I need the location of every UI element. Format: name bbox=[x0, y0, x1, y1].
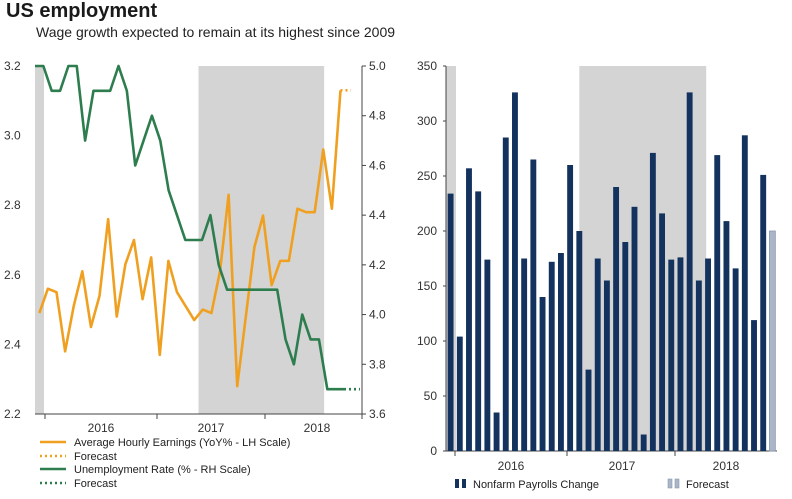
payroll-bar bbox=[548, 261, 555, 451]
payroll-bar bbox=[530, 159, 537, 451]
payroll-bar bbox=[622, 242, 629, 451]
legend-payrolls-swatch bbox=[462, 479, 466, 488]
payroll-bar bbox=[447, 193, 454, 451]
y-tick-label: 100 bbox=[417, 334, 437, 348]
shaded-period-0 bbox=[35, 66, 44, 414]
payroll-bar bbox=[502, 137, 509, 451]
right-y-tick-label: 4.4 bbox=[369, 208, 386, 222]
unemployment-line bbox=[35, 64, 344, 391]
payroll-bar bbox=[585, 369, 592, 451]
payroll-bar bbox=[594, 258, 601, 451]
right-bar-chart: 0 50 100 150 200 250 300 350 2016 2017 2018 Nonfarm… bbox=[417, 59, 777, 491]
x-tick-label: 2018 bbox=[713, 459, 740, 473]
payroll-bar bbox=[567, 165, 574, 451]
right-y-tick-label: 4.2 bbox=[369, 258, 386, 272]
wages-line bbox=[38, 90, 342, 388]
left-y-tick-label: 3.2 bbox=[4, 59, 21, 73]
legend-label: Forecast bbox=[686, 479, 729, 491]
payroll-bar bbox=[732, 268, 739, 451]
right-y-tick-label: 4.0 bbox=[369, 308, 386, 322]
y-tick-label: 250 bbox=[417, 169, 437, 183]
payroll-bar bbox=[456, 336, 463, 451]
forecast-bar bbox=[769, 230, 776, 452]
payroll-bar bbox=[751, 320, 757, 451]
left-y-tick-label: 2.2 bbox=[4, 407, 21, 421]
legend-label: Forecast bbox=[74, 451, 117, 463]
shaded-period-1 bbox=[198, 66, 325, 414]
payroll-bar bbox=[475, 191, 482, 451]
x-tick-label: 2016 bbox=[498, 459, 525, 473]
right-y-tick-label: 4.6 bbox=[369, 158, 386, 172]
legend-label: Average Hourly Earnings (YoY% - LH Scale… bbox=[74, 437, 290, 449]
payroll-bar bbox=[668, 259, 675, 451]
chart-subtitle: Wage growth expected to remain at its hi… bbox=[36, 24, 396, 40]
legend-label: Nonfarm Payrolls Change bbox=[473, 479, 599, 491]
y-tick-label: 0 bbox=[430, 444, 437, 458]
payroll-bar bbox=[723, 221, 730, 451]
payroll-bar bbox=[649, 152, 656, 451]
right-y-tick-label: 4.8 bbox=[369, 109, 386, 123]
chart-title: US employment bbox=[6, 0, 158, 22]
x-tick-label: 2018 bbox=[304, 421, 331, 435]
payroll-bar bbox=[760, 174, 767, 451]
legend-forecast-swatch bbox=[674, 478, 680, 489]
x-tick-label: 2016 bbox=[88, 421, 115, 435]
payroll-bar bbox=[677, 257, 684, 451]
legend-forecast-swatch bbox=[667, 478, 673, 489]
payroll-bar bbox=[539, 297, 546, 451]
y-tick-label: 50 bbox=[424, 389, 438, 403]
payroll-bar bbox=[603, 280, 610, 451]
payroll-bar bbox=[705, 258, 711, 451]
payroll-bar bbox=[576, 231, 583, 451]
x-tick-label: 2017 bbox=[198, 421, 225, 435]
left-y-tick-label: 3.0 bbox=[4, 129, 21, 143]
payroll-bar bbox=[521, 258, 528, 451]
payroll-bar bbox=[695, 280, 702, 451]
payroll-bar bbox=[714, 155, 721, 451]
x-tick-label: 2017 bbox=[609, 459, 636, 473]
payroll-bar bbox=[613, 187, 620, 451]
y-tick-label: 150 bbox=[417, 279, 437, 293]
payroll-bar bbox=[640, 434, 647, 451]
y-tick-label: 350 bbox=[417, 59, 437, 73]
right-y-tick-label: 3.6 bbox=[369, 407, 386, 421]
legend-label: Unemployment Rate (% - RH Scale) bbox=[74, 464, 251, 476]
payroll-bar bbox=[493, 412, 500, 451]
payroll-bar bbox=[741, 135, 748, 452]
payroll-bar bbox=[484, 259, 491, 451]
right-y-tick-label: 5.0 bbox=[369, 59, 386, 73]
payroll-bar bbox=[512, 92, 518, 452]
payroll-bar bbox=[466, 168, 472, 452]
right-y-tick-label: 3.8 bbox=[369, 357, 386, 371]
left-y-tick-label: 2.6 bbox=[4, 268, 21, 282]
payroll-bar bbox=[659, 213, 666, 451]
left-y-tick-label: 2.4 bbox=[4, 337, 21, 351]
legend-label: Forecast bbox=[74, 478, 117, 490]
left-y-tick-label: 2.8 bbox=[4, 198, 21, 212]
y-tick-label: 200 bbox=[417, 224, 437, 238]
payroll-bar bbox=[631, 206, 638, 451]
payroll-bar bbox=[686, 92, 693, 452]
y-tick-label: 300 bbox=[417, 114, 437, 128]
legend-payrolls-swatch bbox=[455, 479, 459, 488]
payroll-bar bbox=[557, 253, 564, 451]
left-line-chart: 2.2 2.4 2.6 2.8 3.0 3.2 3.6 3.8 4.0 4.2 4.4 4.6 4.8 5… bbox=[4, 59, 386, 490]
